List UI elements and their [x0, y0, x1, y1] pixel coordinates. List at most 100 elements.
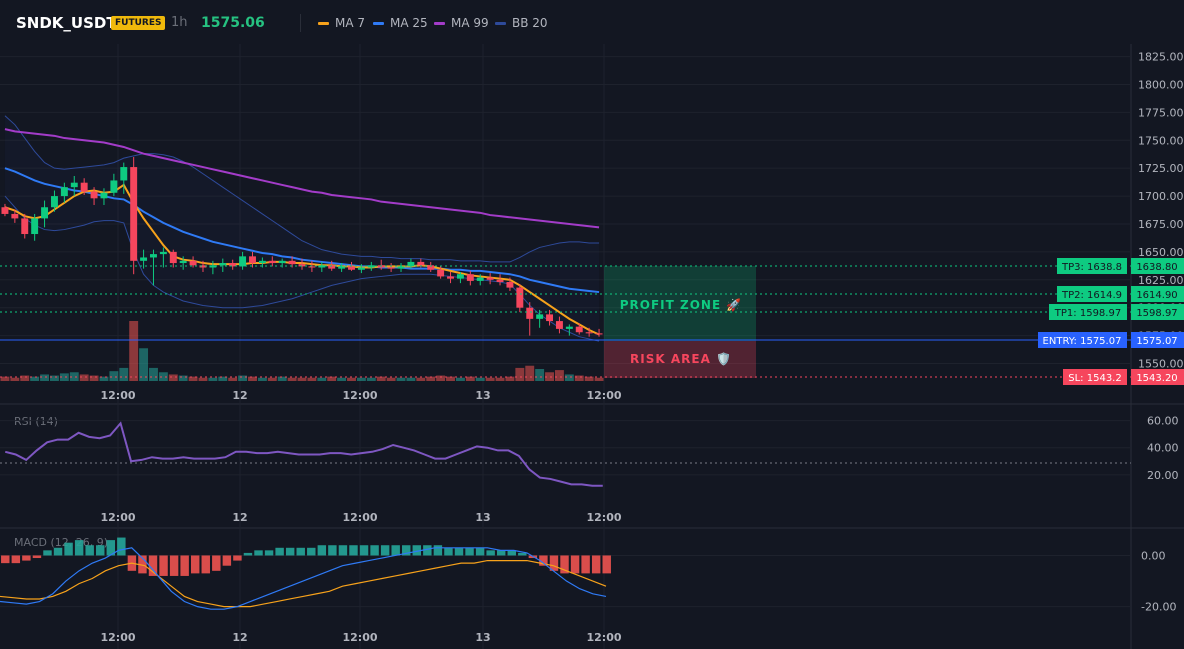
legend-ma99[interactable]: MA 99 [434, 16, 489, 30]
candle-body [169, 251, 177, 264]
volume-bar [436, 375, 446, 381]
volume-bar [465, 376, 475, 381]
time-tick: 12:00 [586, 511, 621, 524]
volume-bar [297, 377, 307, 381]
macd-bar [169, 555, 179, 576]
risk-zone[interactable] [604, 341, 756, 378]
candle [466, 270, 474, 286]
candle [11, 209, 19, 223]
candle [110, 173, 118, 197]
macd-bar [539, 555, 548, 566]
candles[interactable] [1, 157, 603, 337]
candle-body [21, 218, 29, 235]
tp2-label-bg [1057, 286, 1127, 302]
volume-bar [10, 377, 20, 381]
candle-body [417, 261, 425, 266]
macd-bar [317, 545, 327, 556]
time-axis-rsi[interactable]: 12:00 12 12:00 13 12:00 [100, 511, 621, 524]
candle-body [496, 279, 504, 283]
volume-bar [356, 377, 366, 381]
time-axis-macd[interactable]: 12:00 12 12:00 13 12:00 [100, 631, 621, 644]
candle-body [130, 167, 138, 261]
candle [516, 284, 524, 313]
macd-bar [254, 550, 263, 556]
candle [41, 200, 49, 228]
volume-bar [554, 370, 564, 381]
candle-body [456, 274, 464, 279]
candle [219, 258, 227, 272]
volume-bar [59, 373, 69, 381]
volume-bar [99, 376, 109, 381]
legend-bb20[interactable]: BB 20 [495, 16, 548, 30]
candle [397, 263, 405, 272]
macd-bar [307, 547, 316, 556]
candle [526, 302, 534, 336]
macd-bar [233, 555, 242, 561]
ma-lines [4, 128, 600, 336]
macd-bar [1, 555, 10, 564]
tp3-price-tag-bg [1131, 258, 1184, 274]
ma25-swatch [373, 21, 384, 25]
legend-bb20-label: BB 20 [512, 16, 548, 30]
candle [456, 271, 464, 284]
tp3-label-bg [1057, 258, 1127, 274]
profit-zone[interactable] [604, 266, 756, 341]
macd-bar [475, 547, 485, 556]
candle [407, 258, 415, 269]
macd-bar [496, 550, 506, 556]
tp3-label: TP3: 1638.8 [1061, 262, 1122, 273]
candle-body [278, 260, 286, 264]
macd-bar [465, 547, 474, 556]
candle [90, 187, 98, 206]
candle-body [100, 192, 108, 199]
volume-bar [594, 377, 604, 381]
macd-tick: -20.00 [1141, 601, 1176, 614]
volume-bar [564, 374, 574, 381]
tp3-price-tag: 1638.80 [1136, 262, 1177, 273]
risk-zone-label: RISK AREA 🛡️ [630, 352, 732, 366]
candle [150, 249, 157, 286]
candle [575, 323, 583, 335]
price-axis[interactable]: 1825.00 1800.00 1775.00 1750.00 1725.00 1700.… [1138, 51, 1184, 371]
volume-bar [218, 376, 228, 381]
trade-zones[interactable]: PROFIT ZONE 🚀 RISK AREA 🛡️ [604, 266, 756, 378]
volume-bar [416, 377, 426, 381]
rsi-grid [0, 420, 1131, 476]
macd-bar [74, 540, 84, 556]
macd-bar [285, 547, 295, 556]
candle [288, 256, 296, 268]
macd-bar [53, 547, 63, 556]
macd-bar [117, 537, 126, 556]
candle-body [50, 196, 58, 208]
rsi-axis[interactable]: 60.00 40.00 20.00 [1147, 415, 1179, 482]
macd-bar [549, 555, 559, 571]
legend-ma7[interactable]: MA 7 [318, 16, 365, 30]
macd-bar [222, 555, 232, 566]
candle-body [397, 266, 405, 269]
volume-bar [505, 376, 515, 381]
price-tick: 1750.00 [1138, 134, 1184, 147]
candle-body [298, 264, 306, 267]
candle [387, 263, 395, 272]
volume-bar [40, 374, 50, 381]
candle [21, 213, 29, 239]
candle [476, 274, 484, 286]
candle-body [357, 267, 365, 270]
time-axis-main[interactable]: 12:00 12 12:00 13 12:00 [100, 389, 621, 402]
macd-bar [570, 555, 580, 574]
volume-bar [327, 376, 337, 381]
rsi-line [4, 421, 603, 487]
interval-selector[interactable]: 1h [171, 15, 188, 30]
volume-bar [119, 367, 129, 381]
volume-bar [287, 377, 297, 381]
bb20-swatch [495, 21, 506, 25]
rsi-tick: 60.00 [1147, 415, 1179, 428]
macd-bar [581, 555, 590, 574]
candle-body [486, 277, 494, 280]
legend-ma25[interactable]: MA 25 [373, 16, 428, 30]
candle [486, 273, 494, 285]
symbol-name[interactable]: SNDK_USDT [16, 14, 117, 32]
candle-body [199, 265, 207, 268]
macd-axis[interactable]: 0.00 -20.00 [1141, 549, 1176, 613]
